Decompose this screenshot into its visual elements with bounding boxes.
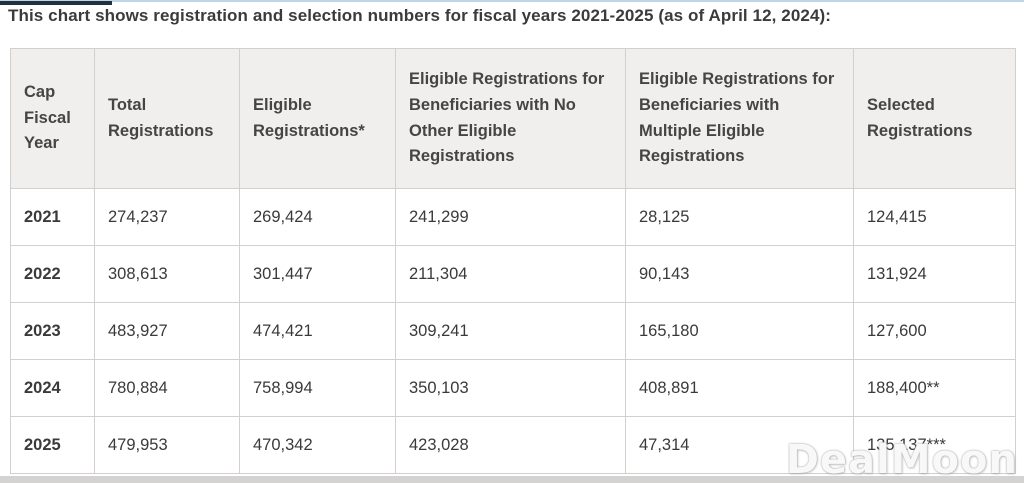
data-cell: 124,415: [853, 188, 1016, 246]
table-row-2022: 2022 308,613 301,447 211,304 90,143 131,…: [10, 245, 1016, 303]
table-row-2023: 2023 483,927 474,421 309,241 165,180 127…: [10, 302, 1016, 360]
top-progress-strip-filled: [0, 1, 112, 5]
year-cell: 2023: [10, 302, 95, 360]
data-cell: 483,927: [94, 302, 240, 360]
year-cell: 2021: [10, 188, 95, 246]
year-cell: 2022: [10, 245, 95, 303]
data-cell: 211,304: [395, 245, 626, 303]
data-cell: 309,241: [395, 302, 626, 360]
header-eligible-multiple: Eligible Registrations for Beneficiaries…: [625, 48, 854, 189]
table-row-2021: 2021 274,237 269,424 241,299 28,125 124,…: [10, 188, 1016, 246]
header-eligible-registrations: Eligible Registrations*: [239, 48, 396, 189]
data-cell: 470,342: [239, 416, 396, 474]
table-row-2024: 2024 780,884 758,994 350,103 408,891 188…: [10, 359, 1016, 417]
data-cell: 423,028: [395, 416, 626, 474]
data-cell: 135,137***: [853, 416, 1016, 474]
data-cell: 350,103: [395, 359, 626, 417]
header-total-registrations: Total Registrations: [94, 48, 240, 189]
data-cell: 758,994: [239, 359, 396, 417]
page-title: This chart shows registration and select…: [8, 6, 832, 25]
year-cell: 2024: [10, 359, 95, 417]
header-eligible-no-other: Eligible Registrations for Beneficiaries…: [395, 48, 626, 189]
data-cell: 780,884: [94, 359, 240, 417]
data-cell: 90,143: [625, 245, 854, 303]
data-cell: 188,400**: [853, 359, 1016, 417]
data-cell: 301,447: [239, 245, 396, 303]
top-progress-strip: [0, 0, 1024, 2]
bottom-edge-strip: [0, 476, 1024, 483]
data-cell: 241,299: [395, 188, 626, 246]
data-cell: 474,421: [239, 302, 396, 360]
data-cell: 131,924: [853, 245, 1016, 303]
table-row-2025: 2025 479,953 470,342 423,028 47,314 135,…: [10, 416, 1016, 474]
data-cell: 28,125: [625, 188, 854, 246]
header-selected-registrations: Selected Registrations: [853, 48, 1016, 189]
data-cell: 269,424: [239, 188, 396, 246]
data-cell: 165,180: [625, 302, 854, 360]
data-cell: 308,613: [94, 245, 240, 303]
data-cell: 47,314: [625, 416, 854, 474]
data-cell: 127,600: [853, 302, 1016, 360]
year-cell: 2025: [10, 416, 95, 474]
data-cell: 274,237: [94, 188, 240, 246]
data-cell: 408,891: [625, 359, 854, 417]
registrations-table: Cap Fiscal Year Total Registrations Elig…: [10, 48, 1016, 474]
table-header-row: Cap Fiscal Year Total Registrations Elig…: [10, 48, 1016, 189]
header-cap-fiscal-year: Cap Fiscal Year: [10, 48, 95, 189]
data-cell: 479,953: [94, 416, 240, 474]
